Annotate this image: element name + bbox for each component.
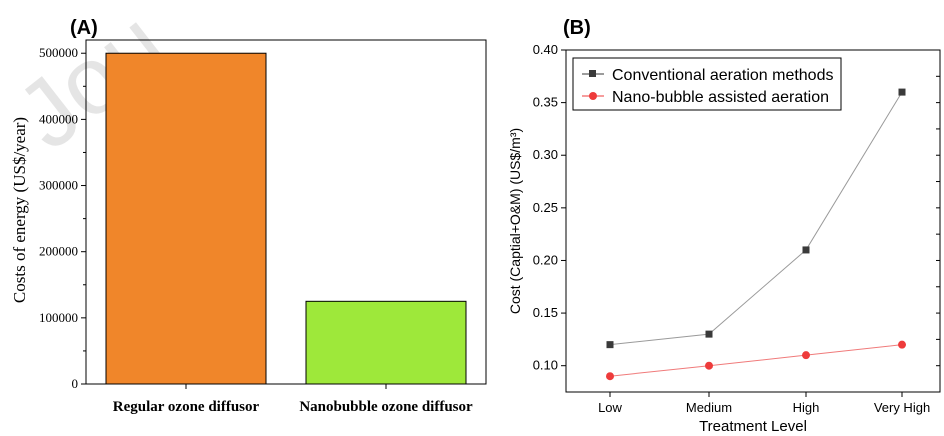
bar-regular <box>105 52 267 385</box>
point-conventional <box>606 341 614 349</box>
panel-b-y-axis-label: Cost (Captial+O&M) (US$/m³) <box>507 128 523 314</box>
point-nanobubble <box>705 361 713 370</box>
panel-b-y-ticks: 0.10 0.15 0.20 0.25 0.30 0.35 0.40 <box>533 42 566 373</box>
panel-b-x-ticks: Low Medium High Very High <box>598 392 930 415</box>
panel-b-series <box>606 88 906 381</box>
panel-a-plot-frame <box>85 39 487 385</box>
bar-nanobubble <box>305 300 467 385</box>
y-tick-label: 100000 <box>39 310 78 325</box>
panel-a-bars <box>105 52 467 385</box>
panel-b-label: (B) <box>563 17 591 39</box>
y-tick-label: 0.30 <box>533 147 558 162</box>
y-tick-label: 0.10 <box>533 358 558 373</box>
panel-a-label: (A) <box>70 17 98 39</box>
point-conventional <box>802 246 810 254</box>
y-tick-label: 0.35 <box>533 95 558 110</box>
y-tick-label: 300000 <box>39 178 78 193</box>
x-tick-label: High <box>793 400 820 415</box>
panel-b-x-axis-label: Treatment Level <box>699 418 807 435</box>
point-nanobubble <box>606 372 614 381</box>
x-tick-label: Low <box>598 400 622 415</box>
x-tick-label: Very High <box>874 400 930 415</box>
x-tick-label: Nanobubble ozone diffusor <box>299 399 473 415</box>
series-line-1 <box>609 344 903 377</box>
y-tick-label: 0.25 <box>533 200 558 215</box>
panel-a-x-ticks: Regular ozone diffusor Nanobubble ozone d… <box>113 384 473 415</box>
y-tick-label: 0.40 <box>533 42 558 57</box>
panel-b: (B) 0.10 0.15 0.20 0.25 0.30 0.35 0.40 Low Medi… <box>507 17 941 435</box>
panel-b-right-ticks <box>936 75 940 367</box>
panel-a: (A) Jou 0100000200000300000400000500000 … <box>0 0 487 415</box>
y-tick-label: 0.20 <box>533 252 558 267</box>
y-tick-label: 200000 <box>39 244 78 259</box>
point-nanobubble <box>802 351 810 360</box>
panel-a-y-axis-label: Costs of energy (US$/year) <box>10 117 29 303</box>
legend-marker-square <box>589 70 596 77</box>
y-tick-label: 500000 <box>39 45 78 60</box>
x-tick-label: Regular ozone diffusor <box>113 399 260 415</box>
series-line-0 <box>609 91 903 346</box>
point-nanobubble <box>898 340 906 349</box>
panel-b-legend: Conventional aeration methods Nano-bubbl… <box>572 57 842 111</box>
legend-box <box>572 57 842 111</box>
y-tick-label: 0.15 <box>533 305 558 320</box>
x-tick-label: Medium <box>686 400 732 415</box>
point-conventional <box>705 330 713 338</box>
point-conventional <box>898 88 906 96</box>
panel-a-y-ticks: 0 100000 200000 300000 400000 500000 <box>39 45 86 391</box>
panel-b-plot-frame <box>565 49 941 393</box>
y-tick-label: 0 <box>72 376 79 391</box>
legend-label-conventional: Conventional aeration methods <box>612 67 833 84</box>
y-tick-label: 400000 <box>39 111 78 126</box>
legend-marker-circle <box>589 92 597 100</box>
legend-label-nanobubble: Nano-bubble assisted aeration <box>612 89 829 106</box>
